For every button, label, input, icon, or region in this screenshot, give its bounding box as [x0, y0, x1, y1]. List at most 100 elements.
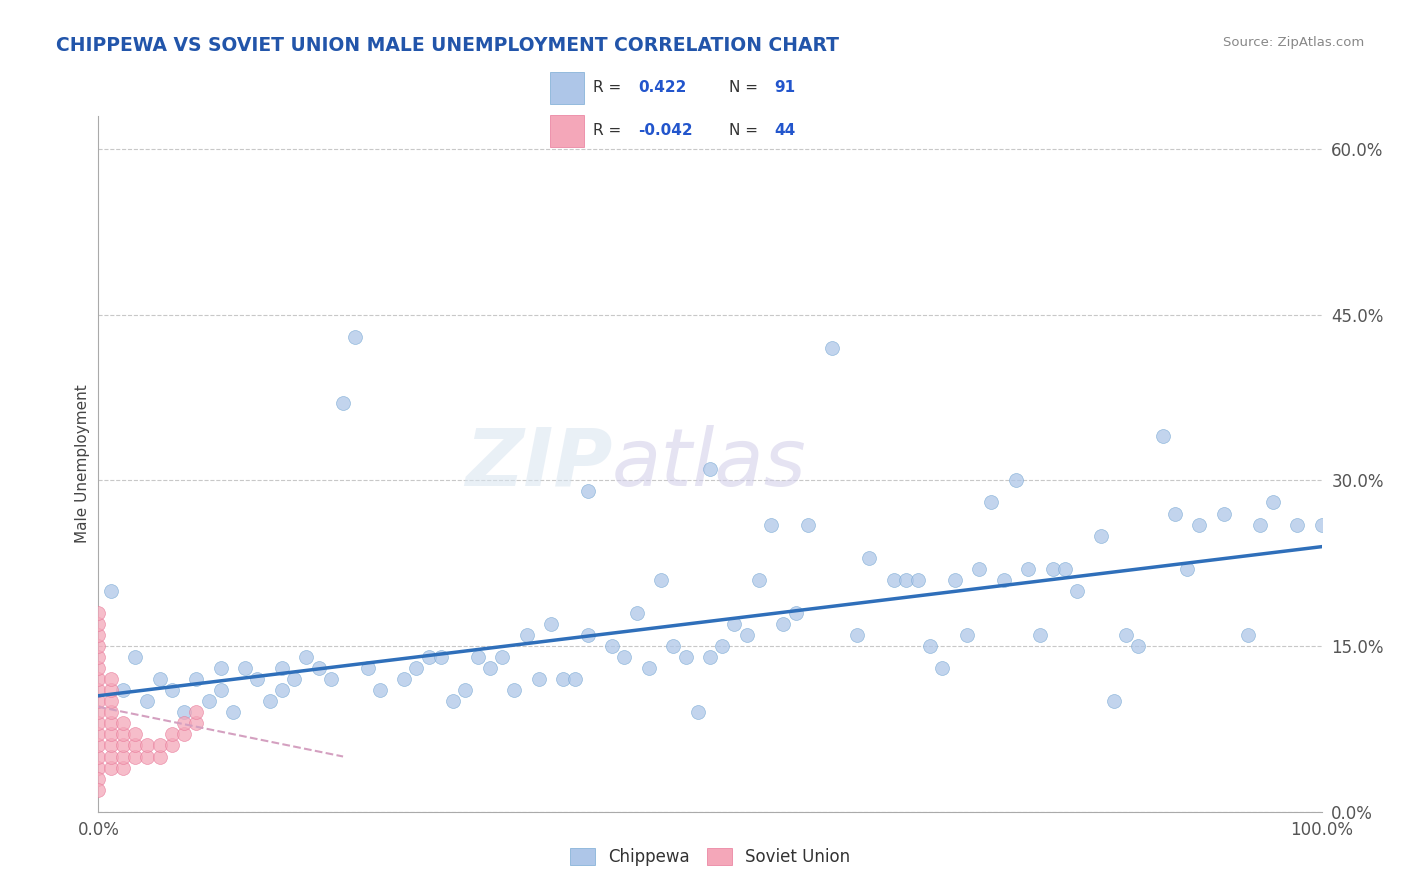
Point — [100, 716, 122, 731]
Point — [650, 573, 672, 587]
Point — [87, 716, 110, 731]
Text: 91: 91 — [775, 80, 796, 95]
Point — [186, 672, 208, 686]
Point — [1128, 639, 1150, 653]
Point — [197, 694, 219, 708]
Text: R =: R = — [593, 123, 621, 138]
Point — [675, 650, 697, 665]
Point — [124, 650, 146, 665]
Text: N =: N = — [728, 80, 758, 95]
Point — [699, 462, 721, 476]
Point — [344, 330, 367, 344]
Point — [100, 739, 122, 753]
Point — [540, 617, 562, 632]
Point — [319, 672, 342, 686]
Point — [173, 727, 195, 741]
Point — [785, 606, 807, 620]
Point — [1090, 528, 1112, 542]
Point — [418, 650, 440, 665]
Point — [111, 727, 134, 741]
Point — [87, 639, 110, 653]
Point — [1029, 628, 1052, 642]
Point — [87, 727, 110, 741]
Point — [111, 683, 134, 698]
Point — [735, 628, 758, 642]
Point — [1175, 562, 1198, 576]
Point — [626, 606, 648, 620]
Point — [467, 650, 489, 665]
Point — [100, 583, 122, 598]
Point — [967, 562, 990, 576]
Point — [136, 694, 159, 708]
Point — [173, 706, 195, 720]
Point — [1017, 562, 1039, 576]
Point — [491, 650, 513, 665]
Point — [173, 716, 195, 731]
Point — [1115, 628, 1137, 642]
Point — [772, 617, 794, 632]
Point — [100, 727, 122, 741]
Y-axis label: Male Unemployment: Male Unemployment — [75, 384, 90, 543]
Point — [1102, 694, 1125, 708]
Point — [637, 661, 661, 675]
Point — [87, 628, 110, 642]
Point — [368, 683, 391, 698]
Point — [1152, 429, 1174, 443]
Point — [858, 550, 880, 565]
Point — [136, 739, 159, 753]
Point — [87, 749, 110, 764]
Point — [87, 606, 110, 620]
Point — [797, 517, 820, 532]
Point — [478, 661, 501, 675]
Point — [87, 706, 110, 720]
FancyBboxPatch shape — [550, 115, 583, 147]
Point — [1066, 583, 1088, 598]
Point — [124, 727, 146, 741]
Point — [600, 639, 623, 653]
Point — [1237, 628, 1260, 642]
Point — [160, 683, 183, 698]
Point — [87, 694, 110, 708]
Point — [1004, 474, 1026, 488]
Point — [87, 782, 110, 797]
Text: 0.422: 0.422 — [638, 80, 686, 95]
Point — [430, 650, 453, 665]
Point — [723, 617, 745, 632]
Point — [209, 683, 232, 698]
Point — [527, 672, 550, 686]
Point — [662, 639, 685, 653]
Text: Source: ZipAtlas.com: Source: ZipAtlas.com — [1223, 36, 1364, 49]
Point — [87, 760, 110, 774]
Legend: Chippewa, Soviet Union: Chippewa, Soviet Union — [564, 841, 856, 873]
Point — [332, 396, 354, 410]
Point — [686, 706, 709, 720]
Point — [576, 484, 599, 499]
Point — [222, 706, 245, 720]
Point — [87, 672, 110, 686]
Point — [1164, 507, 1187, 521]
Point — [1261, 495, 1284, 509]
Point — [209, 661, 232, 675]
Point — [564, 672, 586, 686]
Point — [1188, 517, 1211, 532]
Text: 44: 44 — [775, 123, 796, 138]
Point — [100, 760, 122, 774]
Point — [920, 639, 942, 653]
Point — [124, 749, 146, 764]
Point — [270, 661, 294, 675]
Point — [699, 650, 721, 665]
Point — [111, 760, 134, 774]
Text: R =: R = — [593, 80, 621, 95]
Point — [186, 716, 208, 731]
Point — [233, 661, 256, 675]
Point — [100, 683, 122, 698]
Point — [1286, 517, 1309, 532]
Point — [1250, 517, 1272, 532]
Point — [711, 639, 734, 653]
Point — [845, 628, 868, 642]
Point — [613, 650, 636, 665]
Text: ZIP: ZIP — [465, 425, 612, 503]
Point — [392, 672, 416, 686]
Point — [283, 672, 305, 686]
Point — [87, 683, 110, 698]
